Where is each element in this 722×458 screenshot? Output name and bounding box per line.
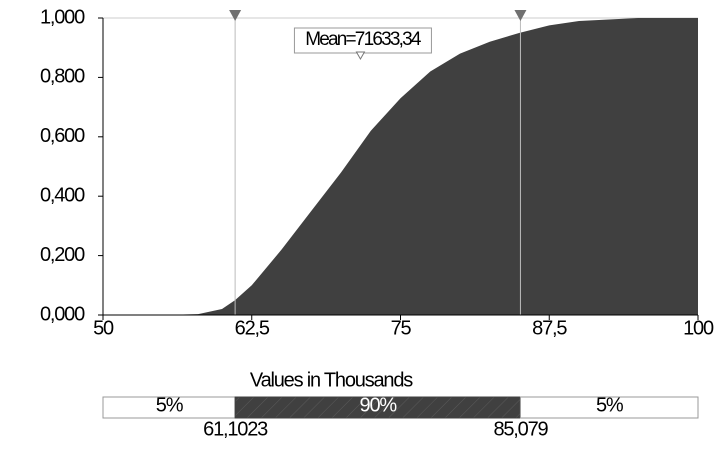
y-tick-label: 0,800 — [40, 66, 85, 88]
band-segment — [519, 396, 699, 419]
y-tick-label: 0,400 — [40, 184, 85, 206]
x-tick-label: 75 — [391, 317, 412, 339]
mean-label: Mean=71633,34 — [305, 29, 422, 50]
x-axis-title: Values in Thousands — [250, 369, 413, 391]
percentile-label: 85,079 — [493, 418, 548, 440]
y-tick-label: 0,200 — [40, 244, 85, 266]
band-label: 5% — [156, 394, 184, 416]
x-tick-label: 87,5 — [532, 317, 567, 339]
x-tick-label: 62,5 — [235, 317, 270, 339]
y-tick-label: 0,600 — [40, 125, 85, 147]
x-tick-label: 50 — [93, 317, 114, 339]
y-tick-label: 0,000 — [40, 303, 85, 325]
mean-marker — [355, 51, 366, 61]
percentile-marker — [229, 10, 242, 21]
percentile-label: 61,1023 — [203, 418, 268, 440]
band-label: 90% — [360, 394, 398, 416]
band-label: 5% — [596, 394, 624, 416]
y-tick-label: 1,000 — [40, 6, 85, 28]
percentile-marker — [514, 10, 527, 21]
cumulative-area — [103, 18, 698, 315]
x-tick-label: 100 — [683, 317, 714, 339]
